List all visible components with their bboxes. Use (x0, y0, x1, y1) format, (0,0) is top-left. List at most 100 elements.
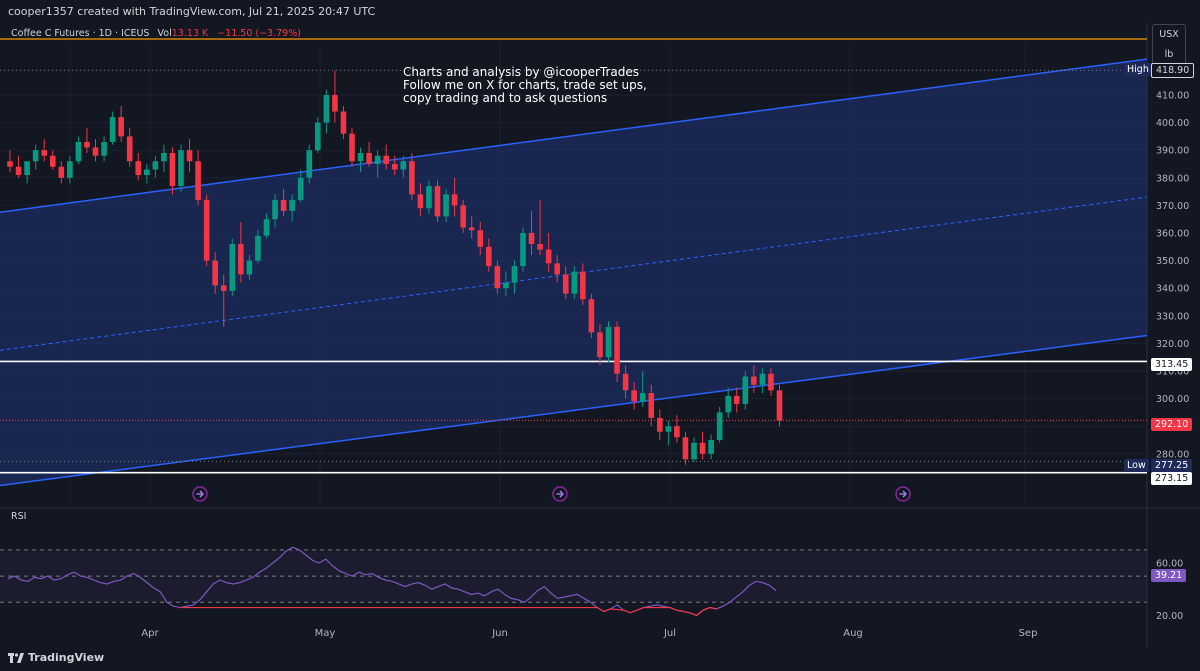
candle[interactable] (161, 144, 167, 173)
candle[interactable] (443, 188, 449, 222)
candle[interactable] (708, 434, 714, 460)
candle[interactable] (246, 255, 253, 280)
candle[interactable] (409, 152, 415, 200)
unit-selector[interactable]: USX lb (1152, 24, 1186, 68)
candle[interactable] (272, 194, 278, 228)
arrow-right-circle-icon[interactable] (552, 486, 568, 502)
candle[interactable] (238, 221, 244, 283)
candle[interactable] (725, 387, 731, 418)
candle[interactable] (674, 415, 680, 443)
candle[interactable] (511, 260, 518, 294)
candle[interactable] (486, 238, 492, 272)
candle[interactable] (67, 155, 73, 184)
candle[interactable] (366, 141, 372, 167)
candle[interactable] (682, 431, 689, 465)
candle[interactable] (657, 409, 663, 440)
candles[interactable] (7, 70, 783, 465)
candle[interactable] (639, 371, 646, 407)
candle[interactable] (357, 147, 364, 173)
candle[interactable] (32, 144, 39, 170)
candle[interactable] (169, 147, 176, 195)
arrow-right-circle-icon[interactable] (895, 486, 911, 502)
candle[interactable] (374, 150, 381, 178)
candle[interactable] (494, 260, 501, 294)
candle[interactable] (101, 136, 107, 162)
candle[interactable] (109, 111, 116, 145)
candle[interactable] (434, 180, 441, 222)
candle[interactable] (126, 128, 133, 167)
candle[interactable] (195, 150, 201, 206)
symbol-legend[interactable]: Coffee C Futures · 1D · ICEUS Vol13.13 K… (11, 28, 301, 39)
candle[interactable] (144, 164, 150, 184)
symbol-name[interactable]: Coffee C Futures · 1D · ICEUS (11, 28, 150, 39)
candle[interactable] (349, 128, 355, 167)
candle[interactable] (15, 155, 22, 178)
candle[interactable] (537, 199, 543, 256)
candle[interactable] (49, 150, 56, 170)
candle[interactable] (588, 293, 595, 338)
candle[interactable] (203, 194, 210, 267)
channel-upper-line[interactable] (0, 58, 1148, 213)
candle[interactable] (468, 216, 475, 239)
candle[interactable] (699, 431, 706, 460)
events[interactable] (192, 486, 911, 502)
candle[interactable] (477, 221, 484, 256)
candle[interactable] (255, 230, 261, 264)
candle[interactable] (742, 371, 749, 410)
candle[interactable] (605, 321, 612, 363)
candle[interactable] (451, 177, 458, 217)
candle[interactable] (691, 437, 697, 463)
candle[interactable] (152, 155, 159, 178)
candle[interactable] (622, 365, 629, 399)
candle[interactable] (580, 263, 586, 305)
candle[interactable] (340, 106, 347, 140)
candle[interactable] (503, 271, 509, 297)
candle[interactable] (92, 139, 99, 162)
candle[interactable] (417, 183, 424, 217)
candle[interactable] (84, 128, 90, 153)
rsi-legend[interactable]: RSI (11, 511, 27, 522)
channel-middle-line[interactable] (0, 196, 1148, 351)
candle[interactable] (306, 144, 313, 184)
candle[interactable] (776, 384, 783, 427)
candle[interactable] (7, 150, 13, 173)
candle[interactable] (220, 274, 227, 327)
candle[interactable] (400, 155, 407, 178)
candle[interactable] (41, 139, 47, 162)
candle[interactable] (297, 169, 304, 203)
candle[interactable] (733, 387, 740, 413)
candle[interactable] (118, 106, 124, 142)
candle[interactable] (315, 117, 321, 153)
candle[interactable] (75, 136, 82, 164)
candle[interactable] (460, 199, 466, 233)
candle[interactable] (135, 152, 142, 181)
text-annotation[interactable]: Charts and analysis by @icooperTrades Fo… (403, 66, 647, 105)
candle[interactable] (648, 384, 655, 427)
candle[interactable] (426, 180, 432, 214)
candle[interactable] (186, 139, 193, 173)
candle[interactable] (229, 238, 236, 297)
arrow-right-circle-icon[interactable] (192, 486, 208, 502)
candle[interactable] (545, 233, 552, 272)
candle[interactable] (24, 161, 30, 184)
candle[interactable] (332, 70, 338, 123)
candle[interactable] (631, 382, 637, 410)
candle[interactable] (289, 194, 295, 222)
candle[interactable] (716, 406, 723, 443)
candle[interactable] (597, 324, 603, 366)
candle[interactable] (280, 188, 287, 217)
candle[interactable] (614, 321, 620, 383)
rsi-pane[interactable]: 60.00 20.00 (0, 546, 1183, 622)
candle[interactable] (212, 252, 218, 294)
channel-lower-line[interactable] (0, 334, 1148, 487)
candle[interactable] (759, 368, 766, 394)
candle[interactable] (323, 89, 330, 134)
tradingview-logo[interactable]: TradingView (8, 651, 104, 664)
candle[interactable] (768, 368, 774, 396)
candle[interactable] (528, 210, 535, 256)
candle[interactable] (383, 144, 389, 170)
candle[interactable] (263, 213, 270, 239)
candle[interactable] (554, 255, 560, 283)
candle[interactable] (391, 155, 398, 176)
candle[interactable] (571, 266, 578, 300)
